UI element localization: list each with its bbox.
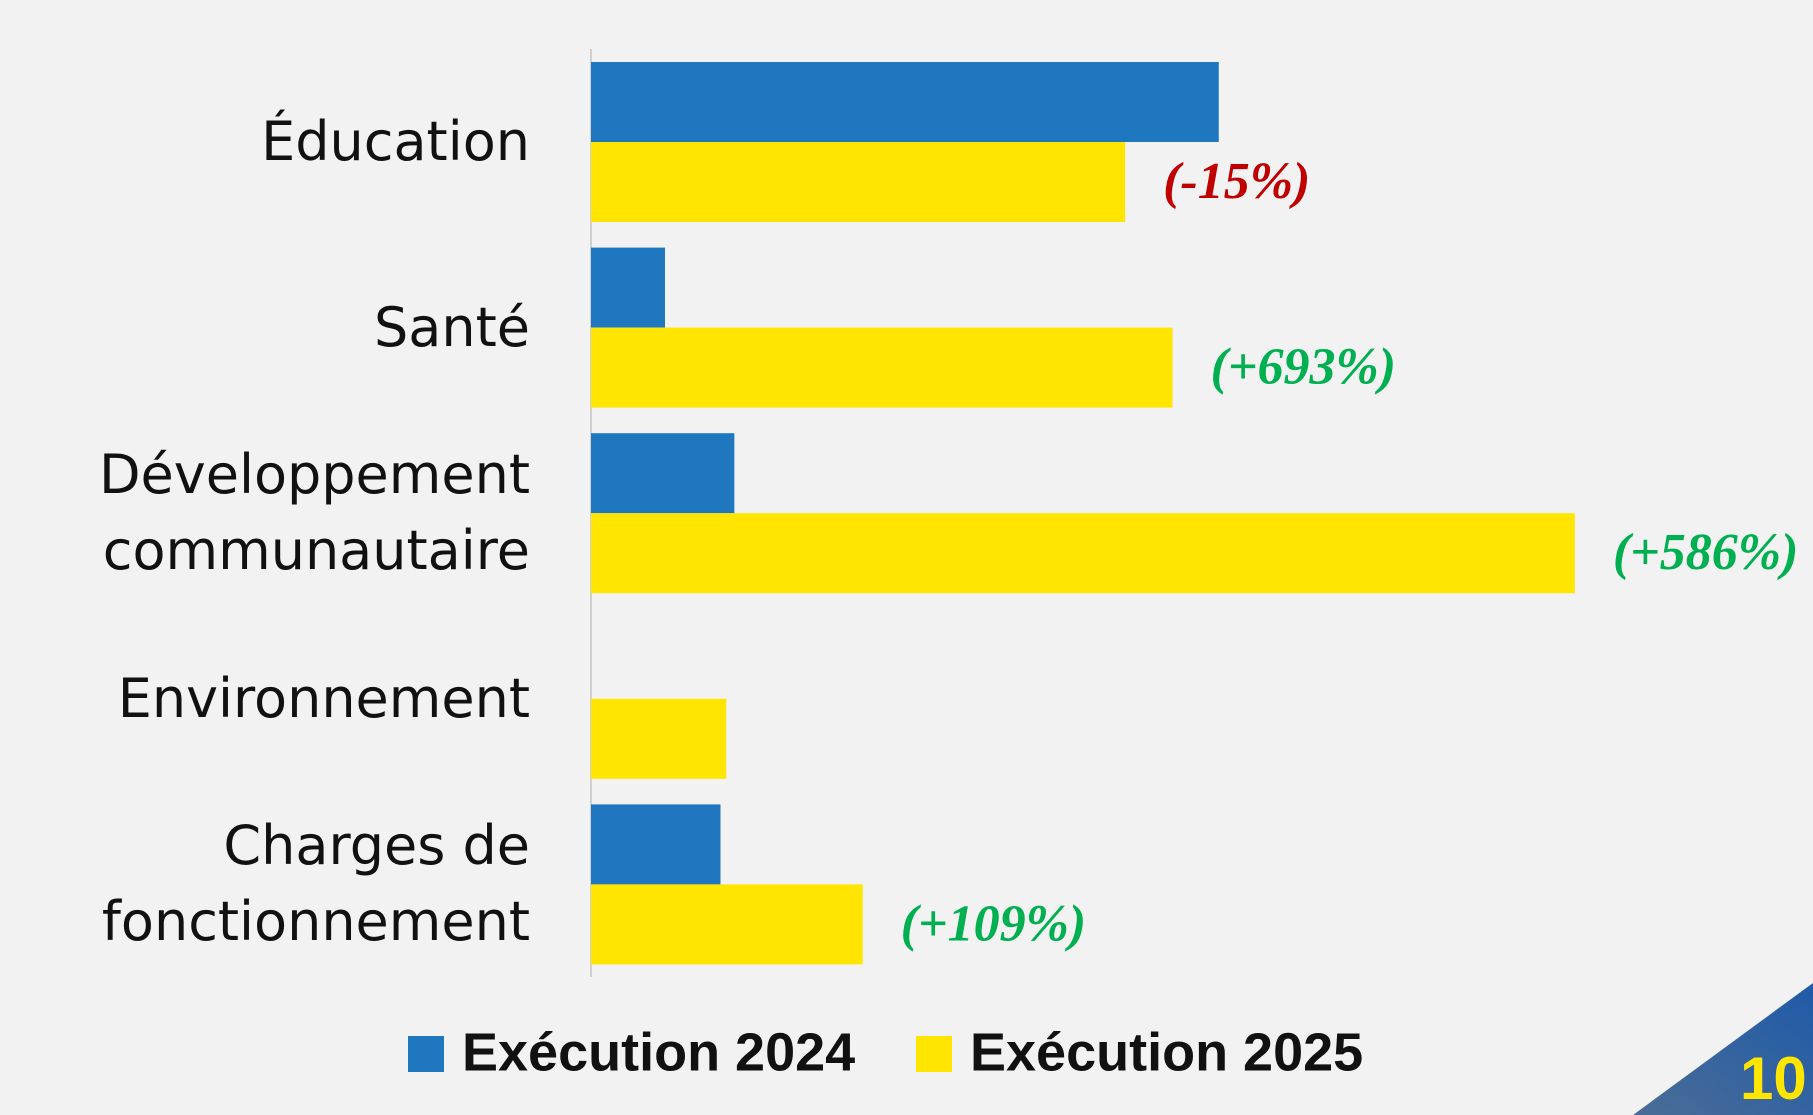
legend-label: Exécution 2024 <box>462 1022 855 1082</box>
bar <box>591 62 1219 142</box>
bar <box>591 513 1575 594</box>
legend-swatch <box>916 1036 952 1072</box>
page-number: 10 <box>1740 1045 1807 1112</box>
bar <box>591 247 665 328</box>
category-label: Charges de fonctionnement <box>101 814 530 954</box>
category-label: Santé <box>374 295 530 359</box>
change-annotation: (+109%) <box>901 895 1087 952</box>
change-annotation: (-15%) <box>1163 153 1310 210</box>
corner-triangle <box>1633 983 1813 1115</box>
bar <box>591 804 721 885</box>
bar <box>591 433 735 514</box>
bar <box>591 698 727 779</box>
change-annotation: (+586%) <box>1613 524 1799 581</box>
bar <box>591 142 1126 222</box>
bar <box>591 884 863 965</box>
category-label: Environnement <box>117 666 530 730</box>
category-label: Développement communautaire <box>98 443 530 583</box>
legend-swatch <box>408 1036 444 1072</box>
change-annotation: (+693%) <box>1211 339 1397 396</box>
legend-label: Exécution 2025 <box>970 1022 1363 1082</box>
bar <box>591 327 1173 408</box>
category-label: Éducation <box>261 110 530 173</box>
